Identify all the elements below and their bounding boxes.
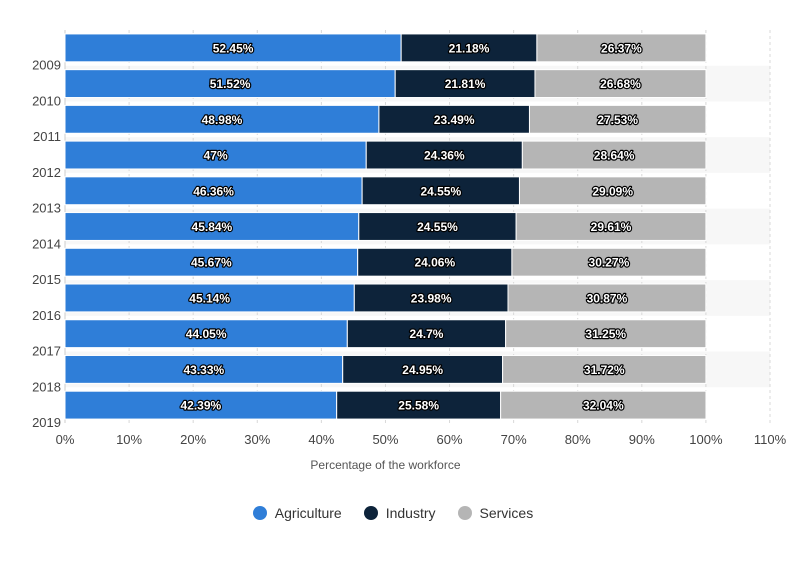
- data-label: 24.7%: [409, 327, 443, 341]
- y-tick-label: 2010: [32, 93, 61, 108]
- bars: 52.45% 21.18% 26.37% 51.52% 21.81% 26.68% 48.9…: [64, 33, 707, 420]
- data-label: 24.06%: [414, 256, 455, 270]
- data-label: 45.67%: [191, 256, 232, 270]
- x-tick-label: 50%: [372, 432, 398, 447]
- bar-segment: [342, 354, 504, 384]
- x-tick-label: 70%: [501, 432, 527, 447]
- legend-label: Agriculture: [274, 505, 342, 521]
- legend-item[interactable]: Agriculture: [252, 505, 342, 521]
- x-tick-label: 0%: [56, 432, 75, 447]
- data-label: 28.64%: [594, 149, 635, 163]
- x-tick-label: 30%: [244, 432, 270, 447]
- x-tick-label: 40%: [308, 432, 334, 447]
- bar-segment: [536, 33, 707, 63]
- bar-segment: [353, 283, 509, 313]
- legend-label: Services: [479, 505, 534, 521]
- y-tick-label: 2013: [32, 201, 61, 216]
- bar-segment: [378, 104, 530, 134]
- data-label: 47%: [204, 149, 228, 163]
- y-tick-label: 2016: [32, 308, 61, 323]
- legend: Agriculture Industry Services: [0, 505, 786, 521]
- legend-marker: [457, 506, 472, 520]
- x-axis-title: Percentage of the workforce: [310, 458, 460, 472]
- data-label: 43.33%: [184, 363, 225, 377]
- bar-segment: [521, 140, 707, 170]
- bar-segment: [528, 104, 707, 134]
- data-label: 30.87%: [587, 291, 628, 305]
- data-label: 26.68%: [600, 77, 641, 91]
- data-label: 21.81%: [445, 77, 486, 91]
- x-tick-label: 20%: [180, 432, 206, 447]
- legend-label: Industry: [385, 505, 436, 521]
- data-label: 42.39%: [180, 399, 221, 413]
- x-axis-labels: 0% 10% 20% 30% 40% 50% 60% 70% 80% 90% 100% 110%: [56, 432, 786, 447]
- x-tick-label: 100%: [689, 432, 723, 447]
- bar-segment: [64, 354, 344, 384]
- data-label: 48.98%: [202, 113, 243, 127]
- data-label: 23.49%: [434, 113, 475, 127]
- y-tick-label: 2017: [32, 344, 61, 359]
- data-label: 24.95%: [402, 363, 443, 377]
- data-label: 46.36%: [193, 184, 234, 198]
- data-label: 24.55%: [420, 184, 461, 198]
- data-label: 24.36%: [424, 149, 465, 163]
- data-label: 30.27%: [589, 256, 630, 270]
- x-tick-label: 110%: [754, 432, 786, 447]
- data-label: 31.25%: [585, 327, 626, 341]
- x-tick-label: 80%: [565, 432, 591, 447]
- y-axis-labels: 2009 2010 2011 2012 2013 2014 2015 2016 2017 2018…: [32, 58, 61, 430]
- legend-item[interactable]: Industry: [363, 505, 436, 521]
- bar-segment: [518, 176, 707, 206]
- data-label: 26.37%: [601, 41, 642, 55]
- data-label: 52.45%: [213, 41, 254, 55]
- bar-segment: [64, 247, 359, 277]
- data-label: 29.61%: [591, 220, 632, 234]
- data-label: 32.04%: [583, 399, 624, 413]
- bar-segment: [511, 247, 707, 277]
- bar-segment: [64, 319, 348, 349]
- data-label: 24.55%: [417, 220, 458, 234]
- y-tick-label: 2011: [33, 129, 61, 144]
- x-tick-label: 90%: [629, 432, 655, 447]
- data-label: 51.52%: [210, 77, 251, 91]
- bar-segment: [500, 390, 707, 420]
- data-label: 25.58%: [398, 399, 439, 413]
- bar-segment: [346, 319, 507, 349]
- data-label: 29.09%: [592, 184, 633, 198]
- x-tick-label: 10%: [116, 432, 142, 447]
- data-label: 44.05%: [186, 327, 227, 341]
- bar-segment: [64, 283, 355, 313]
- bar-segment: [64, 140, 367, 170]
- bar-segment: [365, 140, 523, 170]
- bar-segment: [64, 33, 402, 63]
- legend-marker: [363, 506, 378, 520]
- data-label: 23.98%: [411, 291, 452, 305]
- bar-segment: [64, 104, 380, 134]
- y-tick-label: 2009: [32, 58, 61, 73]
- bar-segment: [505, 319, 707, 349]
- data-label: 45.14%: [189, 291, 230, 305]
- bar-segment: [507, 283, 707, 313]
- y-tick-label: 2012: [32, 165, 61, 180]
- y-tick-label: 2014: [32, 236, 61, 251]
- x-tick-label: 60%: [437, 432, 463, 447]
- bar-segment: [64, 212, 360, 241]
- y-tick-label: 2018: [32, 379, 61, 394]
- legend-marker: [252, 506, 267, 520]
- bar-segment: [502, 354, 707, 384]
- stacked-bar-chart: 52.45% 21.18% 26.37% 51.52% 21.81% 26.68% 48.9…: [32, 30, 786, 472]
- bar-segment: [64, 390, 338, 420]
- bar-segment: [515, 212, 707, 241]
- data-label: 21.18%: [449, 41, 490, 55]
- data-label: 45.84%: [192, 220, 233, 234]
- y-tick-label: 2019: [32, 415, 61, 430]
- legend-item[interactable]: Services: [457, 505, 534, 521]
- bar-segment: [358, 212, 517, 241]
- data-label: 27.53%: [597, 113, 638, 127]
- bar-segment: [534, 69, 707, 99]
- bar-segment: [336, 390, 502, 420]
- data-label: 31.72%: [584, 363, 625, 377]
- y-tick-label: 2015: [32, 272, 61, 287]
